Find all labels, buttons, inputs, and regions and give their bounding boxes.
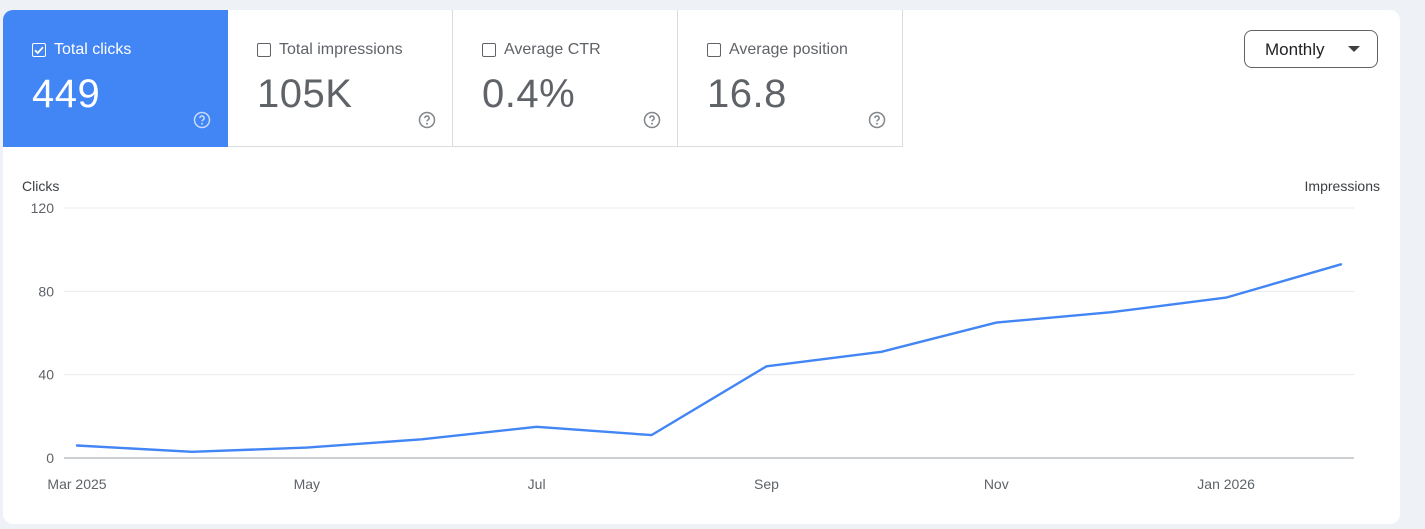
x-tick-label: Sep	[754, 476, 779, 492]
help-circle-icon[interactable]	[418, 111, 436, 129]
metric-average-position[interactable]: Average position 16.8	[678, 10, 903, 147]
metric-value: 16.8	[707, 72, 787, 116]
y-tick-label: 40	[38, 367, 54, 383]
caret-down-icon	[1348, 46, 1360, 52]
data-point[interactable]	[875, 346, 887, 358]
metric-header: Total clicks	[32, 41, 131, 59]
checkbox-icon[interactable]	[32, 43, 46, 57]
metric-label: Total impressions	[279, 41, 403, 58]
data-point[interactable]	[301, 442, 313, 454]
metric-label: Average CTR	[504, 41, 601, 58]
data-point[interactable]	[71, 440, 83, 452]
data-point[interactable]	[186, 446, 198, 458]
metric-header: Average position	[707, 41, 848, 59]
checkbox-icon[interactable]	[707, 43, 721, 57]
x-tick-label: Jul	[528, 476, 546, 492]
data-point[interactable]	[1220, 292, 1232, 304]
help-circle-icon[interactable]	[643, 111, 661, 129]
period-dropdown[interactable]: Monthly	[1244, 30, 1378, 68]
x-tick-label: Jan 2026	[1197, 476, 1255, 492]
checkbox-icon[interactable]	[482, 43, 496, 57]
metric-value: 0.4%	[482, 72, 576, 116]
data-point[interactable]	[646, 429, 658, 441]
metric-label: Average position	[729, 41, 848, 58]
checkbox-icon[interactable]	[257, 43, 271, 57]
right-axis-title: Impressions	[1304, 178, 1380, 194]
x-tick-label: Mar 2025	[47, 476, 106, 492]
data-point[interactable]	[990, 317, 1002, 329]
help-circle-icon[interactable]	[193, 111, 211, 129]
y-tick-label: 80	[38, 283, 54, 299]
performance-card: Total clicks 449 Total impressions 105K …	[3, 10, 1400, 524]
x-tick-label: Nov	[984, 476, 1009, 492]
data-point[interactable]	[760, 360, 772, 372]
left-axis-title: Clicks	[22, 178, 60, 194]
clicks-line-chart: 0 40 80 120 Mar 2025 May Jul Sep Nov Jan 2026	[31, 200, 1354, 492]
metric-label: Total clicks	[54, 41, 132, 58]
y-tick-label: 0	[46, 450, 54, 466]
data-point[interactable]	[416, 433, 428, 445]
metric-average-ctr[interactable]: Average CTR 0.4%	[453, 10, 678, 147]
metric-header: Average CTR	[482, 41, 601, 59]
data-point[interactable]	[531, 421, 543, 433]
period-dropdown-label: Monthly	[1265, 40, 1325, 59]
metric-total-clicks[interactable]: Total clicks 449	[3, 10, 228, 147]
data-point[interactable]	[1105, 306, 1117, 318]
metric-value: 105K	[257, 72, 353, 116]
metric-total-impressions[interactable]: Total impressions 105K	[228, 10, 453, 147]
x-tick-label: May	[294, 476, 320, 492]
metric-value: 449	[32, 72, 101, 116]
clicks-series-line[interactable]	[75, 263, 1343, 453]
y-tick-label: 120	[31, 200, 55, 216]
data-point[interactable]	[1335, 258, 1347, 270]
metric-header: Total impressions	[257, 41, 403, 59]
help-circle-icon[interactable]	[868, 111, 886, 129]
